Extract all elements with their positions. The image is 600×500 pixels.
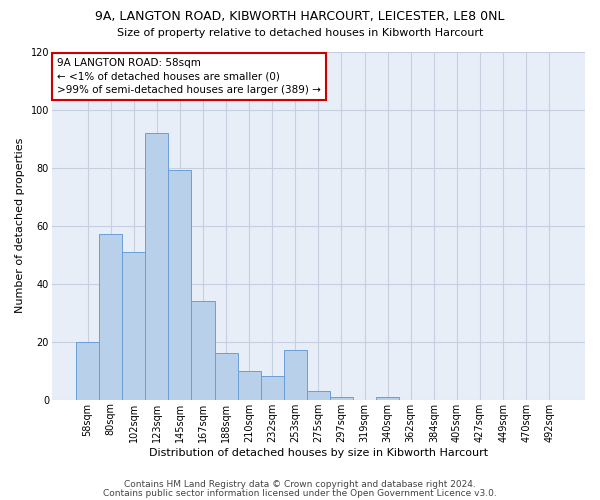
Bar [99,234,122,400]
Bar [76,342,99,400]
Bar [376,397,399,400]
Bar [169,170,191,400]
Bar [261,376,284,400]
Bar [330,397,353,400]
Bar [191,301,215,400]
Bar [145,132,169,400]
Text: 9A LANGTON ROAD: 58sqm
← <1% of detached houses are smaller (0)
>99% of semi-det: 9A LANGTON ROAD: 58sqm ← <1% of detached… [57,58,321,95]
Bar [284,350,307,400]
Text: Contains HM Land Registry data © Crown copyright and database right 2024.: Contains HM Land Registry data © Crown c… [124,480,476,489]
Text: Contains public sector information licensed under the Open Government Licence v3: Contains public sector information licen… [103,489,497,498]
Text: 9A, LANGTON ROAD, KIBWORTH HARCOURT, LEICESTER, LE8 0NL: 9A, LANGTON ROAD, KIBWORTH HARCOURT, LEI… [95,10,505,23]
Bar [238,370,261,400]
Bar [215,353,238,400]
Y-axis label: Number of detached properties: Number of detached properties [15,138,25,314]
Bar [307,391,330,400]
Text: Size of property relative to detached houses in Kibworth Harcourt: Size of property relative to detached ho… [117,28,483,38]
Bar [122,252,145,400]
X-axis label: Distribution of detached houses by size in Kibworth Harcourt: Distribution of detached houses by size … [149,448,488,458]
